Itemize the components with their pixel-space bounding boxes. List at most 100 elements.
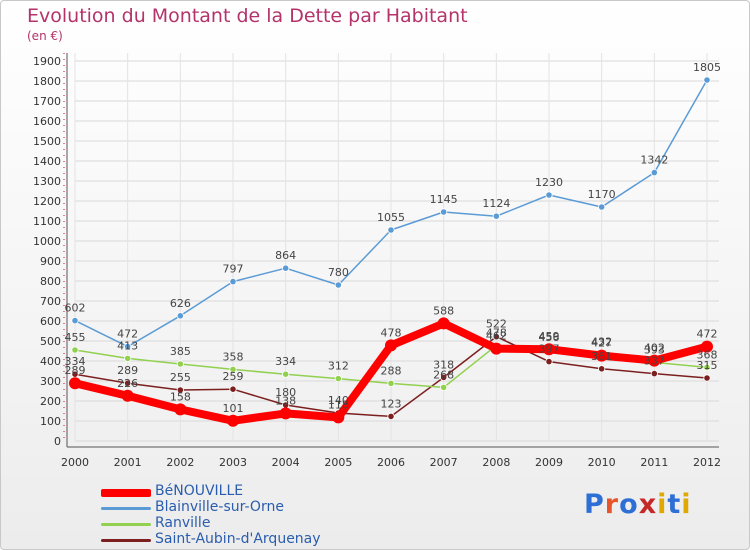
data-point — [229, 365, 237, 373]
data-label: 361 — [591, 350, 612, 363]
data-point — [332, 411, 345, 424]
y-tick-label: 900 — [40, 255, 61, 268]
data-label: 255 — [170, 371, 191, 384]
data-label: 797 — [223, 263, 244, 276]
data-point — [71, 316, 79, 325]
data-label: 312 — [328, 360, 349, 373]
x-tick-label: 2008 — [482, 456, 510, 469]
data-label: 334 — [275, 355, 296, 368]
x-tick-label: 2007 — [430, 456, 458, 469]
data-point — [650, 169, 658, 177]
data-point — [121, 389, 134, 402]
data-label: 864 — [275, 249, 296, 262]
y-tick-label: 1500 — [33, 135, 61, 148]
data-label: 140 — [328, 394, 349, 407]
data-label: 456 — [539, 331, 560, 344]
axes: 0 100 200 300 400 500 600 700 800 900 1000 1100 1200… — [33, 53, 721, 469]
y-tick-label: 700 — [40, 295, 61, 308]
logo-letter: P — [584, 489, 605, 520]
data-label: 118 — [328, 398, 349, 411]
data-label: 780 — [328, 266, 349, 279]
data-point — [598, 365, 606, 373]
data-label: 123 — [381, 397, 402, 410]
data-point — [124, 354, 132, 362]
data-point — [492, 332, 500, 341]
proxiti-logo: Proxiti — [584, 489, 692, 520]
legend-swatch — [101, 523, 151, 526]
legend-swatch — [101, 489, 151, 497]
data-label: 385 — [170, 345, 191, 358]
series-lines — [69, 76, 713, 427]
x-tick-label: 2005 — [324, 456, 352, 469]
y-tick-label: 1800 — [33, 75, 61, 88]
logo-letter: o — [619, 489, 639, 520]
y-tick-label: 300 — [40, 375, 61, 388]
data-label: 1055 — [377, 211, 405, 224]
x-tick-label: 2004 — [272, 456, 300, 469]
logo-letter: i — [681, 489, 692, 520]
data-point — [282, 264, 290, 272]
data-label: 626 — [170, 297, 191, 310]
data-point — [701, 340, 713, 353]
data-label: 138 — [275, 394, 296, 407]
data-point — [650, 369, 658, 378]
data-label: 358 — [223, 350, 244, 363]
data-point — [545, 357, 553, 366]
data-label: 522 — [486, 318, 507, 331]
data-point — [176, 360, 184, 368]
data-point — [703, 374, 711, 382]
y-tick-label: 1400 — [33, 155, 61, 168]
x-tick-label: 2010 — [588, 456, 616, 469]
logo-letter: i — [657, 489, 668, 520]
data-label: 180 — [275, 386, 296, 399]
data-label: 318 — [433, 358, 454, 371]
data-label: 1230 — [535, 176, 563, 189]
data-point — [543, 343, 555, 356]
data-label: 588 — [433, 304, 454, 317]
data-point — [227, 414, 239, 427]
data-label: 1170 — [588, 188, 616, 201]
data-label: 455 — [65, 331, 86, 344]
y-tick-label: 1900 — [33, 55, 61, 68]
legend-label: Saint-Aubin-d'Arquenay — [155, 531, 321, 547]
data-point — [279, 407, 292, 420]
legend-label: Blainville-sur-Orne — [155, 499, 284, 515]
y-tick-label: 200 — [40, 395, 61, 408]
data-point — [492, 212, 500, 220]
y-tick-label: 500 — [40, 335, 61, 348]
y-tick-label: 800 — [40, 275, 61, 288]
data-point — [490, 342, 503, 355]
data-label: 334 — [65, 355, 86, 368]
y-tick-label: 100 — [40, 415, 61, 428]
y-tick-label: 600 — [40, 315, 61, 328]
y-tick-label: 1100 — [33, 215, 61, 228]
data-point — [176, 312, 184, 320]
logo-letter: r — [604, 489, 620, 520]
data-label: 1124 — [482, 197, 510, 210]
data-point — [387, 379, 395, 387]
data-label: 427 — [591, 337, 612, 350]
y-tick-label: 400 — [40, 355, 61, 368]
data-point — [385, 339, 397, 352]
data-label: 259 — [223, 370, 244, 383]
data-label: 101 — [223, 402, 244, 415]
data-label: 337 — [644, 355, 665, 368]
y-tick-label: 0 — [54, 435, 61, 448]
data-point — [545, 191, 553, 199]
data-label: 472 — [117, 328, 138, 341]
data-label: 393 — [644, 343, 665, 356]
data-label: 268 — [433, 368, 454, 381]
data-point — [387, 226, 395, 234]
data-point — [282, 370, 290, 378]
data-label: 478 — [486, 326, 507, 339]
logo-letter: x — [638, 489, 658, 520]
data-label: 1145 — [430, 193, 458, 206]
y-tick-label: 1000 — [33, 235, 61, 248]
data-label: 462 — [486, 330, 507, 343]
data-label: 1805 — [693, 61, 721, 74]
data-point — [598, 203, 606, 211]
data-label: 432 — [591, 336, 612, 349]
data-label: 1342 — [640, 154, 668, 167]
data-label: 402 — [644, 342, 665, 355]
